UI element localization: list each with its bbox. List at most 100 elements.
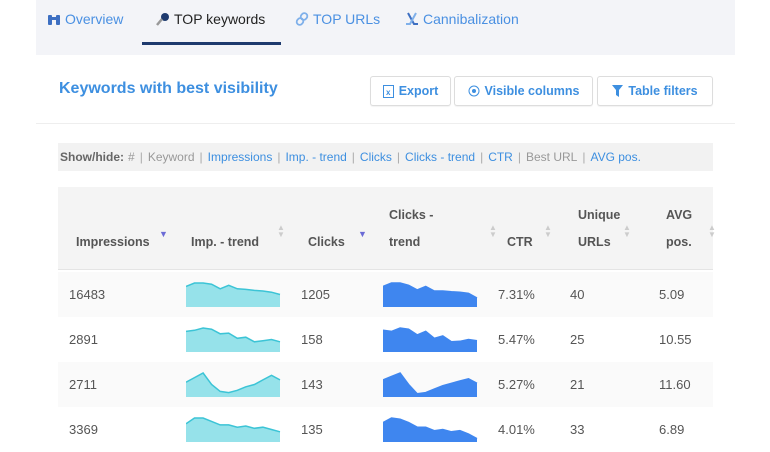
export-label: Export: [398, 84, 439, 98]
imp-trend-sparkline: [186, 327, 281, 352]
imp-trend-sparkline: [186, 282, 281, 307]
svg-text:x: x: [386, 88, 391, 97]
table-filters-label: Table filters: [628, 84, 698, 98]
sort-icon[interactable]: ▲ ▼: [489, 223, 497, 239]
avg-pos-cell: 11.60: [659, 377, 691, 392]
unique-urls-cell: 25: [570, 332, 585, 347]
imp-trend-sparkline-area: [186, 418, 280, 442]
header-ctr[interactable]: CTR: [507, 235, 533, 249]
imp-trend-sparkline-line: [186, 417, 281, 433]
table-row[interactable]: 2711 143 5.27% 21 11.60: [58, 362, 713, 407]
ctr-cell: 4.01%: [498, 422, 535, 437]
imp-trend-sparkline: [186, 417, 281, 442]
clicks-trend-sparkline: [383, 282, 478, 307]
hockey-sticks-icon: [406, 12, 418, 25]
tab-overview[interactable]: Overview: [47, 11, 123, 27]
toggle-column-keyword[interactable]: Keyword: [147, 150, 195, 164]
sort-icon[interactable]: ▲ ▼: [277, 223, 285, 239]
table-row[interactable]: 2891 158 5.47% 25 10.55: [58, 317, 713, 362]
sort-icon[interactable]: ▲ ▼: [623, 223, 631, 239]
clicks-cell: 1205: [301, 287, 330, 302]
clicks-trend-sparkline-line: [383, 282, 478, 299]
unique-urls-cell: 21: [570, 377, 585, 392]
table-filters-button[interactable]: Table filters: [597, 76, 713, 106]
header-imp-trend[interactable]: Imp. - trend: [191, 235, 260, 249]
imp-trend-sparkline: [186, 372, 281, 397]
header-avg-pos[interactable]: AVG pos.: [666, 208, 693, 249]
avg-pos-cell: 10.55: [659, 332, 692, 347]
tab-cannibalization[interactable]: Cannibalization: [405, 11, 519, 27]
clicks-cell: 143: [301, 377, 323, 392]
divider: [36, 123, 735, 124]
tab-label: TOP URLs: [313, 11, 381, 27]
impressions-cell: 3369: [69, 422, 98, 437]
export-button[interactable]: x Export: [370, 76, 451, 106]
toggle-column-avg-pos[interactable]: AVG pos.: [590, 150, 641, 164]
imp-trend-sparkline-line: [186, 372, 281, 394]
clicks-trend-sparkline-area: [383, 328, 477, 352]
binoculars-icon: [48, 15, 60, 25]
avg-pos-cell: 6.89: [659, 422, 685, 437]
table-header: Impressions ▼ Imp. - trend ▲ ▼ Clicks ▼ C…: [58, 187, 716, 270]
tab-label: Cannibalization: [423, 11, 519, 27]
impressions-cell: 16483: [69, 287, 106, 302]
toggle-column-imp-trend[interactable]: Imp. - trend: [285, 150, 347, 164]
header-impressions[interactable]: Impressions: [76, 235, 150, 249]
sort-icon[interactable]: ▲ ▼: [544, 223, 552, 239]
clicks-trend-sparkline: [383, 372, 478, 397]
clicks-trend-sparkline-area: [383, 373, 477, 397]
clicks-trend-sparkline-line: [383, 327, 478, 343]
clicks-trend-sparkline-line: [383, 417, 478, 440]
header-clicks[interactable]: Clicks: [308, 235, 345, 249]
section-title: Keywords with best visibility: [59, 80, 278, 97]
sort-icon[interactable]: ▲ ▼: [708, 223, 716, 239]
show-hide-label: Show/hide:: [60, 150, 124, 164]
imp-trend-sparkline-line: [186, 282, 281, 296]
avg-pos-cell: 5.09: [659, 287, 685, 302]
sort-desc-icon[interactable]: ▼: [358, 229, 367, 239]
impressions-cell: 2711: [69, 377, 97, 392]
ctr-cell: 5.27%: [498, 377, 535, 392]
clicks-cell: 158: [301, 332, 323, 347]
header-clicks-trend[interactable]: Clicks - trend: [389, 208, 434, 249]
imp-trend-sparkline-area: [186, 328, 280, 352]
clicks-trend-sparkline: [383, 327, 478, 352]
toggle-column-ctr[interactable]: CTR: [488, 150, 513, 164]
imp-trend-sparkline-area: [186, 373, 280, 397]
toggle-column-number[interactable]: #: [128, 150, 135, 164]
link-icon: [295, 12, 309, 26]
clicks-cell: 135: [301, 422, 323, 437]
visible-columns-button[interactable]: Visible columns: [454, 76, 593, 106]
ctr-cell: 5.47%: [498, 332, 535, 347]
clicks-trend-sparkline: [383, 417, 478, 442]
ctr-cell: 7.31%: [498, 287, 535, 302]
toggle-column-clicks[interactable]: Clicks: [359, 150, 392, 164]
tab-label: TOP keywords: [174, 11, 266, 27]
imp-trend-sparkline-area: [186, 283, 280, 307]
visible-columns-label: Visible columns: [484, 84, 580, 98]
unique-urls-cell: 33: [570, 422, 585, 437]
tab-top-keywords[interactable]: TOP keywords: [156, 11, 265, 27]
tab-top-urls[interactable]: TOP URLs: [295, 11, 380, 27]
header-unique-urls[interactable]: Unique URLs: [578, 208, 621, 249]
show-hide-bar: Show/hide: # | Keyword | Impressions | Imp.…: [58, 143, 713, 171]
impressions-cell: 2891: [69, 332, 98, 347]
clicks-trend-sparkline-area: [383, 418, 477, 442]
excel-file-icon: x: [382, 84, 394, 98]
table-row[interactable]: 16483 1205 7.31% 40 5.09: [58, 272, 713, 317]
tab-bar: Overview TOP keywords TOP URLs Cannibali…: [36, 0, 735, 55]
tab-label: Overview: [65, 11, 124, 27]
active-tab-indicator: [142, 42, 281, 45]
toggle-column-impressions[interactable]: Impressions: [207, 150, 273, 164]
sort-desc-icon[interactable]: ▼: [159, 229, 168, 239]
filter-icon: [612, 85, 624, 97]
unique-urls-cell: 40: [570, 287, 585, 302]
key-icon: [156, 13, 169, 26]
toggle-column-best-url[interactable]: Best URL: [525, 150, 578, 164]
clicks-trend-sparkline-area: [383, 283, 477, 307]
eye-icon: [468, 85, 480, 97]
clicks-trend-sparkline-line: [383, 372, 478, 395]
toggle-column-clicks-trend[interactable]: Clicks - trend: [405, 150, 476, 164]
imp-trend-sparkline-line: [186, 327, 281, 343]
table-row[interactable]: 3369 135 4.01% 33 6.89: [58, 407, 713, 452]
